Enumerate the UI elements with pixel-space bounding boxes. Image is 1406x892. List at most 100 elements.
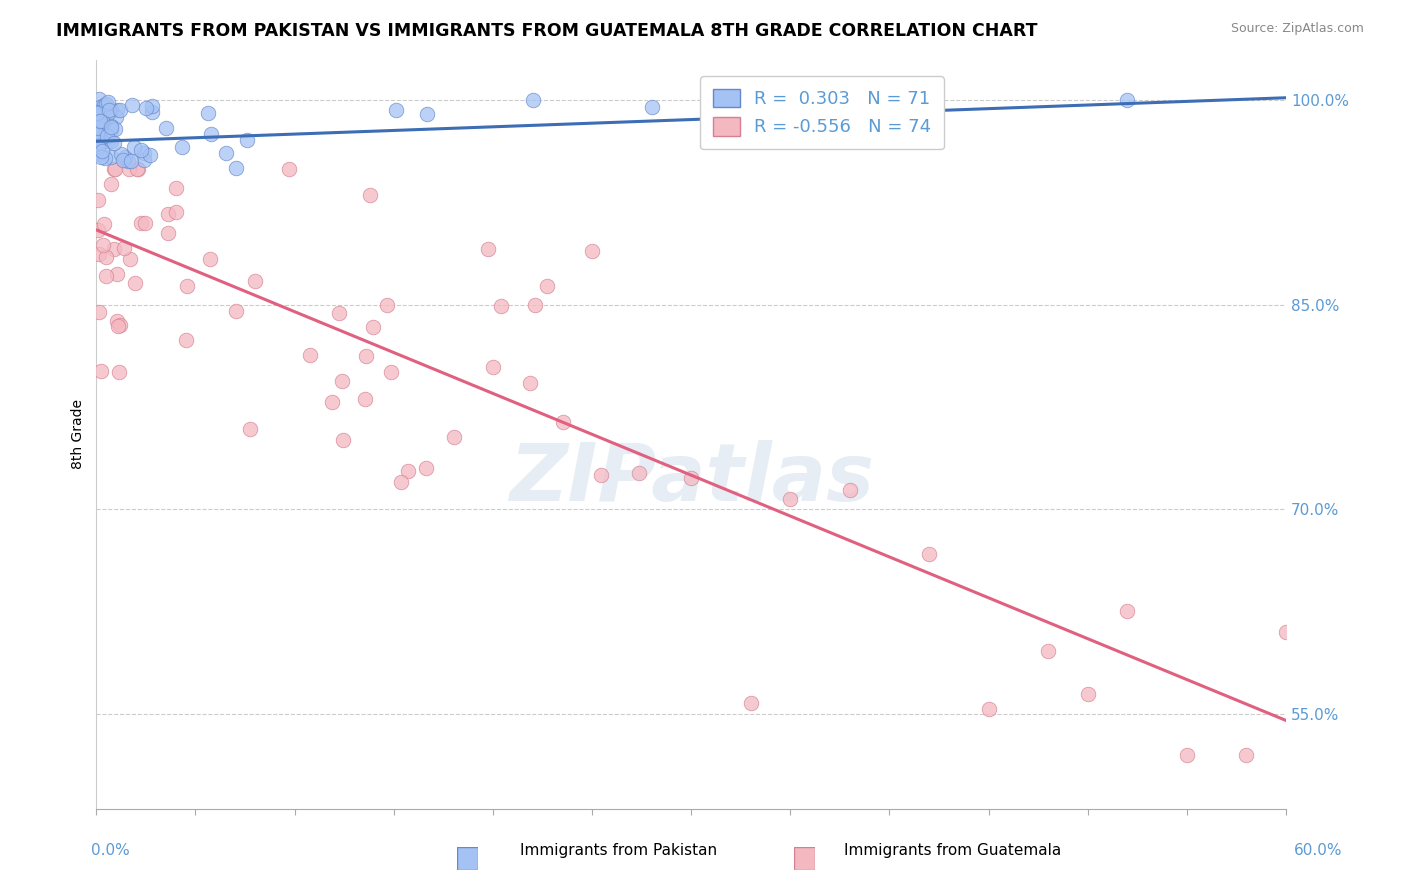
- Point: [91, 115, 114, 129]
- Point: [239, 422, 262, 436]
- Point: [86, 142, 108, 156]
- Point: [93, 217, 115, 231]
- Point: [97, 95, 120, 110]
- Point: [198, 252, 221, 266]
- Point: [332, 433, 354, 447]
- Point: [489, 299, 512, 313]
- Point: [299, 348, 322, 362]
- Point: [740, 696, 762, 710]
- Point: [165, 204, 187, 219]
- Point: [200, 127, 222, 141]
- Point: [108, 103, 131, 118]
- Point: [581, 244, 603, 259]
- Point: [174, 333, 197, 347]
- Point: [105, 267, 128, 281]
- Point: [215, 146, 238, 161]
- Point: [225, 161, 247, 175]
- Point: [977, 702, 1000, 716]
- Point: [86, 108, 108, 122]
- Point: [112, 241, 135, 255]
- Point: [100, 120, 122, 135]
- Point: [117, 154, 139, 169]
- Point: [100, 103, 122, 117]
- Point: [1116, 604, 1139, 618]
- Point: [89, 109, 111, 123]
- Point: [125, 161, 148, 176]
- Point: [108, 365, 131, 379]
- Point: [87, 108, 110, 122]
- Text: IMMIGRANTS FROM PAKISTAN VS IMMIGRANTS FROM GUATEMALA 8TH GRADE CORRELATION CHAR: IMMIGRANTS FROM PAKISTAN VS IMMIGRANTS F…: [56, 22, 1038, 40]
- Point: [132, 153, 155, 168]
- Point: [103, 242, 125, 256]
- Point: [1234, 747, 1257, 762]
- Point: [87, 193, 110, 207]
- Point: [415, 461, 437, 475]
- Point: [108, 318, 131, 332]
- Point: [416, 106, 439, 120]
- Point: [156, 226, 179, 240]
- Point: [100, 150, 122, 164]
- Point: [121, 97, 143, 112]
- Point: [551, 415, 574, 429]
- Point: [139, 148, 162, 162]
- Point: [93, 238, 115, 252]
- Point: [141, 99, 163, 113]
- Point: [120, 154, 142, 169]
- Point: [918, 548, 941, 562]
- Point: [640, 100, 662, 114]
- Point: [360, 187, 382, 202]
- Point: [86, 128, 108, 142]
- Point: [1275, 624, 1298, 639]
- Point: [97, 106, 120, 120]
- Point: [96, 269, 118, 284]
- Point: [779, 492, 801, 507]
- Point: [132, 145, 155, 160]
- Point: [141, 105, 163, 120]
- Point: [90, 135, 112, 149]
- Point: [118, 161, 141, 176]
- Point: [87, 92, 110, 106]
- Point: [124, 140, 146, 154]
- Point: [129, 143, 152, 157]
- Point: [477, 243, 499, 257]
- Point: [89, 121, 111, 136]
- Point: [90, 114, 112, 128]
- Point: [97, 103, 120, 117]
- Point: [155, 120, 177, 135]
- Point: [1116, 94, 1139, 108]
- Point: [176, 279, 198, 293]
- Point: [135, 101, 157, 115]
- Point: [87, 222, 110, 236]
- Point: [328, 306, 350, 320]
- Point: [110, 147, 132, 161]
- Point: [278, 161, 301, 176]
- Point: [86, 106, 108, 120]
- Point: [838, 483, 860, 497]
- Point: [89, 132, 111, 146]
- Point: [536, 279, 558, 293]
- Point: [131, 216, 153, 230]
- Point: [243, 274, 266, 288]
- Point: [87, 305, 110, 319]
- Text: 60.0%: 60.0%: [1295, 843, 1343, 858]
- Point: [681, 471, 703, 485]
- Text: ZIPatlas: ZIPatlas: [509, 441, 873, 518]
- Point: [103, 161, 125, 176]
- Point: [87, 135, 110, 149]
- Point: [236, 132, 259, 146]
- Point: [225, 303, 247, 318]
- Y-axis label: 8th Grade: 8th Grade: [72, 400, 86, 469]
- Point: [90, 364, 112, 378]
- Text: Source: ZipAtlas.com: Source: ZipAtlas.com: [1230, 22, 1364, 36]
- Point: [321, 395, 343, 409]
- Point: [96, 128, 118, 143]
- Point: [89, 99, 111, 113]
- Point: [356, 349, 378, 363]
- Point: [384, 103, 406, 117]
- Point: [354, 392, 377, 407]
- Point: [91, 114, 114, 128]
- Legend: R =  0.303   N = 71, R = -0.556   N = 74: R = 0.303 N = 71, R = -0.556 N = 74: [700, 76, 943, 149]
- Point: [482, 359, 505, 374]
- Point: [105, 103, 128, 118]
- Point: [104, 122, 127, 136]
